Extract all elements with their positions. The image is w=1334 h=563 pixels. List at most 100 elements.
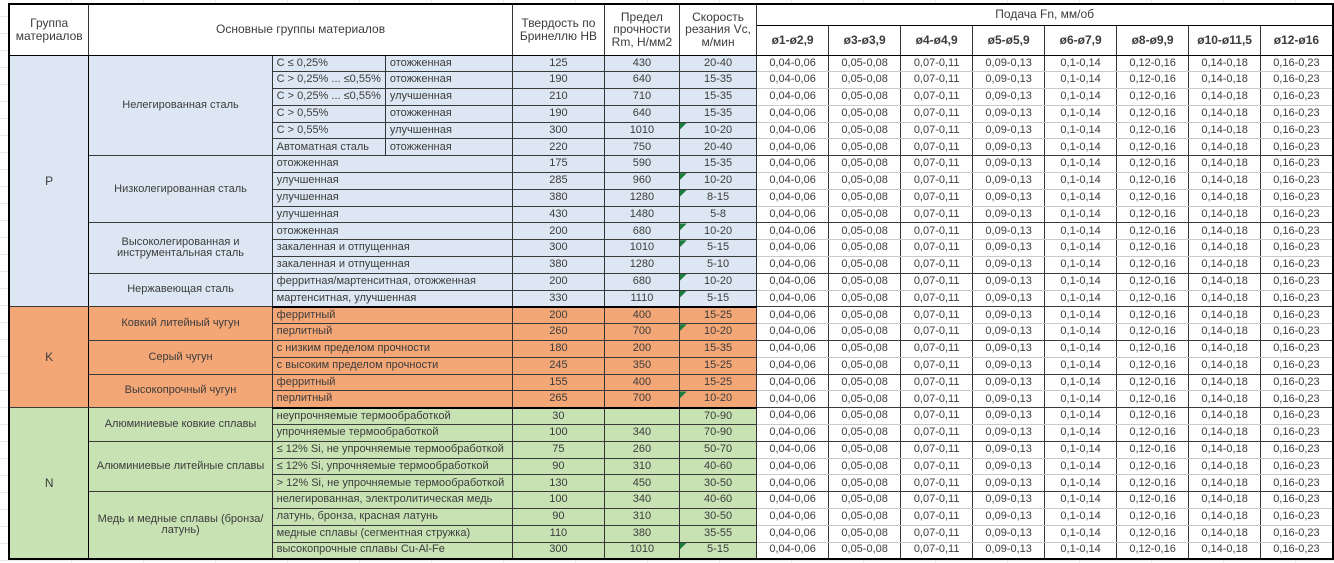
material-desc-cell: ≤ 12% Si, не упрочняемые термообработкой: [272, 441, 513, 459]
feed-cell: 0,09-0,13: [972, 105, 1046, 123]
feed-cell: 0,14-0,18: [1188, 508, 1261, 526]
feed-cell: 0,14-0,18: [1188, 105, 1261, 123]
feed-cell: 0,1-0,14: [1044, 458, 1117, 476]
green-corner-indicator-icon: [679, 324, 687, 332]
feed-cell: 0,09-0,13: [972, 206, 1046, 224]
feed-cell: 0,09-0,13: [972, 542, 1046, 560]
hb-cell: 285: [512, 172, 606, 190]
table-row: латунь, бронза, красная латунь 90 310 30-50…: [9, 508, 1334, 526]
feed-cell: 0,05-0,08: [828, 54, 902, 73]
material-desc-cell: латунь, бронза, красная латунь: [272, 508, 513, 526]
feed-cell: 0,07-0,11: [900, 88, 973, 106]
table-row: P Нелегированная сталь C ≤ 0,25% отожженная…: [9, 54, 1334, 308]
feed-cell: 0,09-0,13: [972, 474, 1046, 493]
feed-cell: 0,05-0,08: [828, 189, 902, 207]
rm-cell: 710: [604, 88, 680, 106]
table-row: Автоматная сталь отожженная 220 750 20-40 0,0…: [9, 138, 1334, 157]
hb-cell: 200: [512, 273, 606, 291]
feed-cell: 0,09-0,13: [972, 273, 1046, 291]
table-row: с высоким пределом прочности 245 350 15-25 0…: [9, 357, 1334, 375]
vc-cell: 5-15: [679, 542, 758, 560]
feed-cell: 0,1-0,14: [1044, 474, 1117, 493]
col-header-speed: Скорость резания Vc, м/мин: [679, 4, 758, 56]
feed-cell: 0,1-0,14: [1044, 88, 1117, 106]
rm-cell: 700: [604, 323, 680, 342]
feed-cell: 0,14-0,18: [1188, 290, 1261, 308]
feed-cell: 0,05-0,08: [828, 374, 902, 392]
feed-cell: 0,07-0,11: [900, 290, 973, 308]
col-header-feed-diameter: ø6-ø7,9: [1044, 25, 1117, 56]
table-row: Алюминиевые литейные сплавы ≤ 12% Si, не …: [9, 441, 1334, 493]
rm-cell: 310: [604, 458, 680, 476]
feed-cell: 0,04-0,06: [756, 239, 829, 258]
feed-cell: 0,1-0,14: [1044, 323, 1117, 342]
feed-cell: 0,07-0,11: [900, 155, 973, 174]
feed-cell: 0,05-0,08: [828, 172, 902, 190]
table-row: улучшенная 380 1280 8-15 0,04-0,06 0,05-0,08 0…: [9, 189, 1334, 207]
cutting-data-table: Группа материалов Основные группы матери…: [8, 3, 1334, 560]
material-desc-cell: ферритный: [272, 374, 513, 392]
feed-cell: 0,09-0,13: [972, 306, 1046, 325]
table-row: Высокопрочный чугун ферритный 155 400 15-25 0…: [9, 374, 1334, 409]
feed-cell: 0,1-0,14: [1044, 273, 1117, 291]
feed-cell: 0,04-0,06: [756, 71, 829, 90]
subgroup-name-cell: Алюминиевые литейные сплавы: [88, 441, 273, 493]
feed-cell: 0,09-0,13: [972, 222, 1046, 241]
material-desc-cell: ферритный: [272, 306, 513, 325]
material-desc-cell: отожженная: [272, 155, 513, 174]
feed-cell: 0,12-0,16: [1116, 138, 1190, 157]
feed-cell: 0,05-0,08: [828, 290, 902, 308]
feed-cell: 0,1-0,14: [1044, 508, 1117, 526]
feed-cell: 0,05-0,08: [828, 491, 902, 510]
feed-cell: 0,12-0,16: [1116, 256, 1190, 274]
feed-cell: 0,14-0,18: [1188, 542, 1261, 560]
vc-cell: 5-10: [679, 256, 758, 274]
table-row: улучшенная 285 960 10-20 0,04-0,06 0,05-0,08 0…: [9, 172, 1334, 190]
feed-cell: 0,09-0,13: [972, 256, 1046, 274]
header-row-top: Группа материалов Основные группы матери…: [9, 4, 1334, 56]
feed-cell: 0,14-0,18: [1188, 71, 1261, 90]
feed-cell: 0,05-0,08: [828, 138, 902, 157]
feed-cell: 0,07-0,11: [900, 256, 973, 274]
feed-cell: 0,04-0,06: [756, 189, 829, 207]
feed-cell: 0,12-0,16: [1116, 407, 1190, 426]
material-spec-cell: C > 0,55%: [272, 122, 386, 140]
subgroup-name-cell: Высокопрочный чугун: [88, 374, 273, 409]
material-desc-cell: закаленная и отпущенная: [272, 256, 513, 274]
rm-cell: 640: [604, 71, 680, 90]
feed-cell: 0,09-0,13: [972, 491, 1046, 510]
col-header-hardness: Твердость по Бринеллю НВ: [512, 4, 606, 56]
feed-cell: 0,12-0,16: [1116, 357, 1190, 375]
material-spec-cell: C > 0,25% ... ≤0,55%: [272, 71, 386, 90]
feed-cell: 0,12-0,16: [1116, 458, 1190, 476]
vc-cell: 10-20: [679, 323, 758, 342]
feed-cell: 0,16-0,23: [1260, 340, 1334, 358]
feed-cell: 0,1-0,14: [1044, 172, 1117, 190]
feed-cell: 0,04-0,06: [756, 323, 829, 342]
green-corner-indicator-icon: [679, 542, 687, 550]
feed-cell: 0,12-0,16: [1116, 155, 1190, 174]
feed-cell: 0,14-0,18: [1188, 424, 1261, 442]
feed-cell: 0,09-0,13: [972, 441, 1046, 459]
hb-cell: 190: [512, 105, 606, 123]
green-corner-indicator-icon: [679, 273, 687, 281]
feed-cell: 0,16-0,23: [1260, 172, 1334, 190]
rm-cell: 1010: [604, 239, 680, 258]
feed-cell: 0,04-0,06: [756, 105, 829, 123]
rm-cell: 340: [604, 424, 680, 442]
feed-cell: 0,12-0,16: [1116, 374, 1190, 392]
rm-cell: 450: [604, 474, 680, 493]
material-spec-cell: Автоматная сталь: [272, 138, 386, 157]
feed-cell: 0,12-0,16: [1116, 508, 1190, 526]
feed-cell: 0,12-0,16: [1116, 239, 1190, 258]
feed-cell: 0,1-0,14: [1044, 122, 1117, 140]
material-desc-cell: закаленная и отпущенная: [272, 239, 513, 258]
feed-cell: 0,16-0,23: [1260, 105, 1334, 123]
feed-cell: 0,14-0,18: [1188, 374, 1261, 392]
group-code-cell: N: [9, 407, 90, 560]
feed-cell: 0,12-0,16: [1116, 542, 1190, 560]
feed-cell: 0,12-0,16: [1116, 290, 1190, 308]
feed-cell: 0,1-0,14: [1044, 357, 1117, 375]
col-header-feed-diameter: ø4-ø4,9: [900, 25, 973, 56]
feed-cell: 0,05-0,08: [828, 474, 902, 493]
